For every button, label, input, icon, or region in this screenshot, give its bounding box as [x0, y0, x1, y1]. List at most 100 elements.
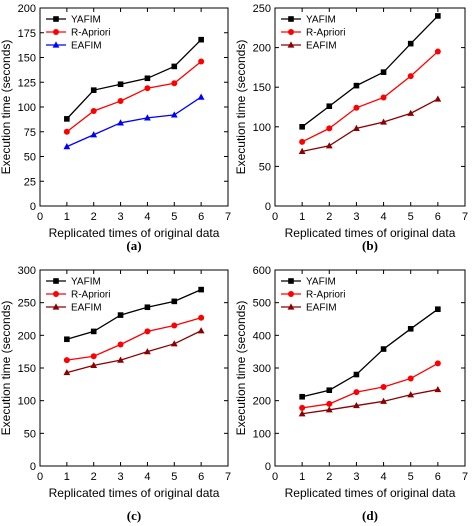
y-axis-title: Execution time (seconds): [234, 40, 248, 175]
data-point: [198, 286, 204, 293]
y-tick-label: 0: [30, 201, 36, 213]
y-tick-label: 50: [24, 428, 36, 440]
x-tick-label: 2: [91, 211, 97, 223]
x-tick-label: 1: [64, 211, 70, 223]
data-point: [434, 360, 441, 367]
series-yafim: [299, 306, 441, 400]
y-tick-label: 50: [24, 152, 36, 164]
series-line: [66, 330, 202, 374]
y-tick-label: 150: [18, 363, 36, 375]
series-line: [302, 388, 438, 415]
chart-panel-b: 0 1 2 3 4 5 6 7 0 50 100 150 200 250 Replicated times …: [234, 3, 468, 253]
x-tick-label: 6: [198, 211, 204, 223]
y-tick-label: 150: [18, 53, 36, 65]
data-point: [117, 98, 124, 105]
y-axis-title: Execution time (seconds): [0, 40, 13, 175]
legend-label: R-Apriori: [71, 28, 110, 39]
x-tick-label: 1: [64, 471, 70, 483]
y-tick-label: 125: [18, 77, 36, 89]
data-point: [144, 328, 151, 335]
data-point: [64, 336, 70, 343]
data-point: [144, 85, 151, 92]
legend-label: R-Apriori: [306, 290, 345, 301]
legend-marker: [53, 29, 59, 35]
legend-marker: [287, 41, 295, 48]
y-tick-label: 300: [253, 363, 271, 375]
x-tick-label: 3: [353, 471, 359, 483]
data-point: [407, 73, 414, 80]
x-tick-label: 6: [435, 471, 441, 483]
data-point: [299, 138, 306, 145]
data-point: [117, 119, 124, 126]
y-tick-label: 200: [18, 330, 36, 342]
data-point: [198, 58, 205, 65]
y-tick-label: 200: [253, 43, 271, 55]
series-r-apriori: [63, 314, 205, 364]
data-point: [353, 104, 360, 111]
data-point: [171, 80, 178, 87]
legend: YAFIM R-Apriori EAFIM: [281, 277, 345, 314]
chart-panel-a: 0 1 2 3 4 5 6 7 0 25 50 75 100 125 150 175 200 Replicated…: [0, 3, 231, 253]
data-point: [299, 393, 305, 400]
x-axis-title: Replicated times of original data: [49, 226, 220, 240]
data-point: [435, 306, 441, 312]
x-tick-label: 2: [91, 471, 97, 483]
data-point: [353, 82, 360, 89]
x-tick-label: 0: [272, 211, 278, 223]
x-tick-label: 0: [37, 471, 43, 483]
y-tick-label: 0: [265, 461, 271, 473]
legend-label: YAFIM: [306, 15, 336, 26]
data-point: [171, 298, 178, 305]
data-point: [435, 13, 441, 19]
data-point: [63, 368, 71, 376]
series-line: [66, 39, 202, 120]
y-tick-label: 600: [253, 265, 271, 277]
x-tick-label: 1: [299, 211, 305, 223]
data-point: [90, 107, 97, 114]
legend-label: YAFIM: [306, 277, 336, 288]
x-axis-title: Replicated times of original data: [285, 486, 456, 500]
y-tick-label: 0: [30, 461, 36, 473]
data-point: [298, 147, 306, 154]
legend-marker: [52, 303, 60, 310]
plot-frame: [274, 7, 466, 207]
data-point: [353, 401, 360, 409]
legend: YAFIM R-Apriori EAFIM: [46, 15, 110, 52]
data-point: [144, 114, 151, 121]
x-tick-label: 2: [326, 471, 332, 483]
legend-marker: [288, 16, 294, 22]
series-line: [301, 308, 439, 398]
data-point: [144, 304, 151, 311]
legend-marker: [288, 29, 294, 35]
x-tick-label: 3: [353, 211, 359, 223]
data-point: [170, 111, 178, 118]
data-point: [380, 397, 387, 404]
data-point: [380, 383, 387, 390]
data-point: [326, 400, 333, 407]
series-r-apriori: [63, 58, 205, 135]
data-point: [117, 312, 124, 318]
series-line: [302, 362, 439, 409]
series-r-apriori: [299, 360, 441, 411]
y-tick-label: 25: [24, 176, 36, 188]
data-point: [326, 125, 333, 132]
y-tick-label: 50: [259, 161, 271, 173]
data-point: [326, 103, 333, 110]
series-line: [66, 289, 202, 340]
x-tick-label: 5: [171, 471, 177, 483]
legend-marker: [53, 16, 59, 22]
data-point: [198, 314, 205, 321]
y-tick-label: 100: [18, 396, 36, 408]
legend: YAFIM R-Apriori EAFIM: [281, 15, 345, 52]
x-tick-label: 0: [37, 211, 43, 223]
series-yafim: [299, 13, 441, 130]
data-point: [90, 131, 98, 138]
x-tick-label: 1: [299, 471, 305, 483]
plot-frame: [39, 269, 229, 467]
y-tick-label: 200: [253, 396, 271, 408]
data-point: [407, 109, 415, 116]
legend: YAFIM R-Apriori EAFIM: [46, 277, 110, 314]
legend-label: R-Apriori: [306, 28, 345, 39]
data-point: [144, 75, 151, 82]
